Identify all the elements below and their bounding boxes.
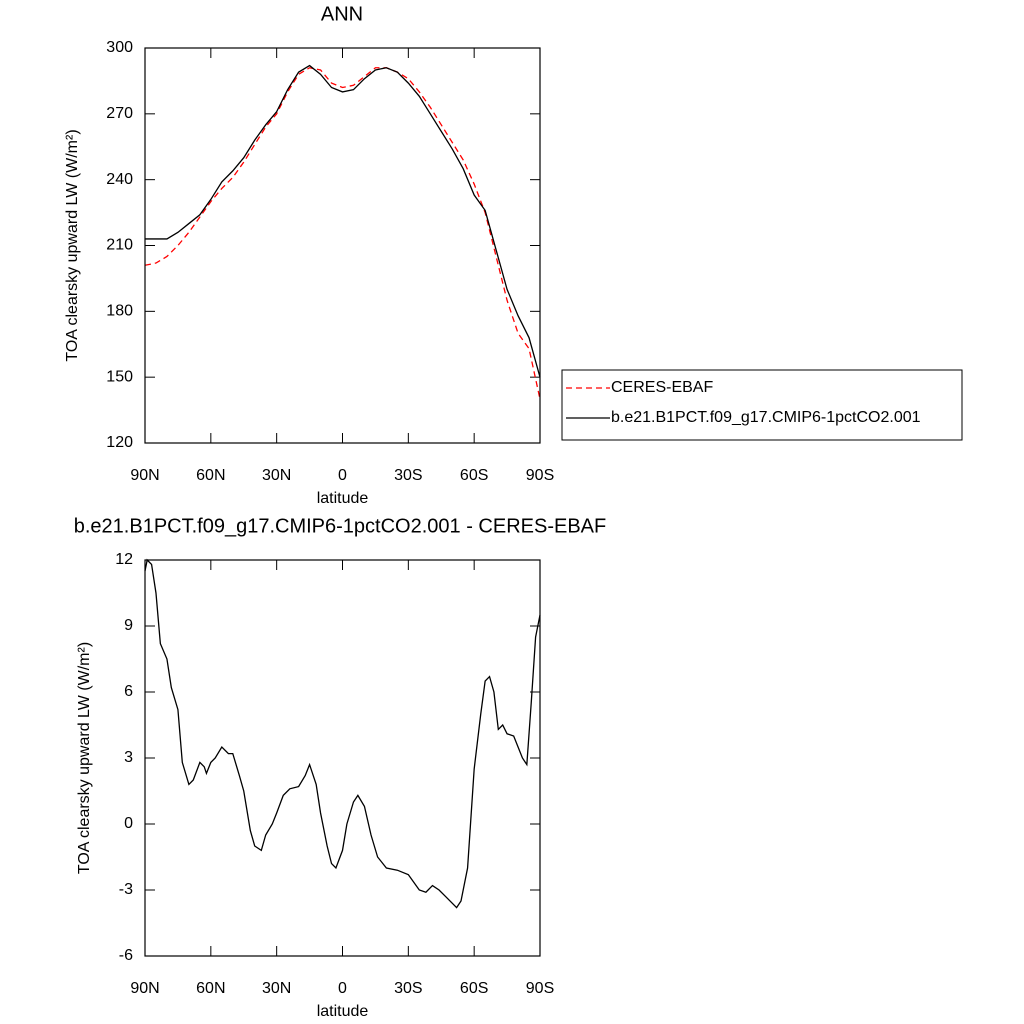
legend-box xyxy=(561,369,963,441)
data-line xyxy=(144,67,541,400)
x-tick-label: 30N xyxy=(262,980,291,997)
legend-label: CERES-EBAF xyxy=(611,379,713,396)
x-tick-label: 90N xyxy=(130,980,159,997)
x-tick-label: 30S xyxy=(394,467,422,484)
legend-label: b.e21.B1PCT.f09_g17.CMIP6-1pctCO2.001 xyxy=(611,409,921,426)
y-tick-label: 300 xyxy=(106,39,133,56)
x-tick-label: 60N xyxy=(196,467,225,484)
x-tick-label: 60S xyxy=(460,467,488,484)
y-tick-label: -3 xyxy=(119,881,133,898)
y-tick-label: 9 xyxy=(124,617,133,634)
x-tick-label: 0 xyxy=(338,467,347,484)
y-tick-label: 12 xyxy=(115,551,133,568)
y-tick-label: 240 xyxy=(106,171,133,188)
x-tick-label: 30N xyxy=(262,467,291,484)
x-tick-label: 0 xyxy=(338,980,347,997)
y-axis-label: TOA clearsky upward LW (W/m²) xyxy=(76,642,93,874)
x-axis-label: latitude xyxy=(317,1003,369,1020)
plot-frame xyxy=(144,47,541,444)
y-tick-label: 0 xyxy=(124,815,133,832)
y-tick-label: 210 xyxy=(106,237,133,254)
y-tick-label: 180 xyxy=(106,303,133,320)
x-tick-label: 90S xyxy=(526,467,554,484)
y-tick-label: 270 xyxy=(106,105,133,122)
chart-title: b.e21.B1PCT.f09_g17.CMIP6-1pctCO2.001 - … xyxy=(74,515,606,537)
y-tick-label: 6 xyxy=(124,683,133,700)
x-tick-label: 60N xyxy=(196,980,225,997)
x-tick-label: 90S xyxy=(526,980,554,997)
x-tick-label: 60S xyxy=(460,980,488,997)
plot-frame xyxy=(144,559,541,957)
y-tick-label: 120 xyxy=(106,434,133,451)
y-tick-label: 3 xyxy=(124,749,133,766)
y-axis-label: TOA clearsky upward LW (W/m²) xyxy=(64,129,81,361)
chart-title: ANN xyxy=(321,3,363,25)
data-line xyxy=(145,64,541,378)
y-tick-label: -6 xyxy=(119,947,133,964)
y-tick-label: 150 xyxy=(106,368,133,385)
x-tick-label: 90N xyxy=(130,467,159,484)
data-line xyxy=(144,558,541,909)
x-axis-label: latitude xyxy=(317,490,369,507)
x-tick-label: 30S xyxy=(394,980,422,997)
